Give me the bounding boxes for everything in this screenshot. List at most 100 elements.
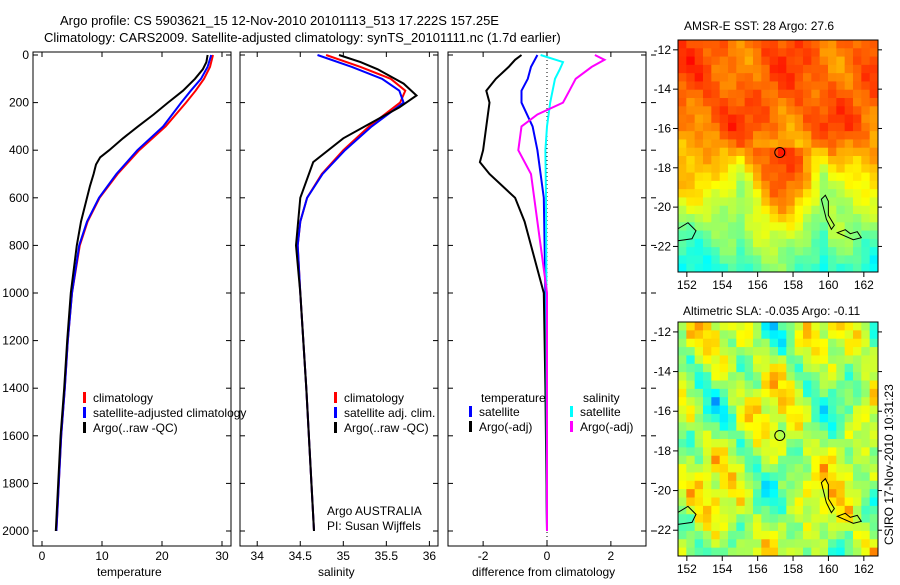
- map-cell: [711, 397, 721, 407]
- map-cell: [711, 372, 721, 381]
- map-cell: [711, 480, 721, 490]
- map-cell: [819, 164, 829, 174]
- map-cell: [794, 214, 804, 223]
- y-tick-label: -12: [654, 43, 672, 57]
- map-cell: [811, 40, 821, 49]
- map-cell: [778, 472, 787, 482]
- map-cell: [819, 372, 829, 381]
- map-cell: [869, 413, 879, 423]
- map-cell: [711, 388, 721, 398]
- map-cell: [753, 189, 762, 198]
- map-cell: [744, 514, 754, 524]
- legend-label: satellite: [580, 405, 621, 419]
- map-cell: [678, 164, 687, 174]
- title-line1: Argo profile: CS 5903621_15 12-Nov-2010 …: [60, 13, 499, 28]
- map-cell: [803, 122, 812, 132]
- map-cell: [794, 388, 804, 398]
- map-cell: [786, 247, 796, 256]
- legend-swatch-cyan: [570, 406, 573, 417]
- map-cell: [803, 98, 812, 107]
- map-cell: [794, 480, 804, 490]
- map-cell: [736, 147, 746, 157]
- map-cell: [828, 164, 837, 174]
- map-cell: [728, 56, 737, 66]
- x-tick-label: 152: [677, 278, 697, 292]
- map-cell: [811, 247, 821, 256]
- map-cell: [769, 439, 779, 448]
- map-cell: [869, 73, 879, 82]
- map-cell: [728, 397, 737, 407]
- map-cell: [803, 547, 812, 557]
- map-cell: [844, 338, 854, 348]
- map-cell: [794, 255, 804, 265]
- map-cell: [819, 497, 829, 507]
- map-cell: [803, 48, 812, 58]
- map-cell: [794, 539, 804, 549]
- map-cell: [686, 197, 696, 207]
- map-cell: [853, 40, 862, 49]
- series-line-red: [296, 54, 407, 532]
- map-cell: [803, 455, 812, 465]
- map-cell: [786, 255, 796, 265]
- map-cell: [869, 263, 879, 273]
- map-cell: [844, 530, 854, 540]
- map-cell: [869, 497, 879, 507]
- map-cell: [753, 106, 762, 116]
- map-cell: [844, 180, 854, 190]
- map-cell: [761, 380, 771, 390]
- map-cell: [744, 464, 754, 473]
- map-cell: [869, 122, 879, 132]
- map-cell: [844, 363, 854, 373]
- map-cell: [703, 322, 712, 331]
- map-cell: [711, 172, 721, 182]
- map-cell: [819, 189, 829, 198]
- map-cell: [736, 380, 746, 390]
- map-cell: [703, 230, 712, 240]
- coastline: [677, 505, 697, 525]
- map-cell: [703, 48, 712, 58]
- map-cell: [736, 214, 746, 223]
- map-cell: [811, 405, 821, 415]
- map-cell: [769, 147, 779, 157]
- map-cell: [778, 73, 787, 82]
- map-cell: [769, 81, 779, 91]
- y-tick-label: -22: [654, 523, 672, 537]
- map-cell: [836, 439, 846, 448]
- map-cell: [678, 547, 687, 557]
- map-cell: [803, 230, 812, 240]
- map-cell: [853, 98, 862, 107]
- map-cell: [811, 64, 821, 74]
- map-cell: [711, 205, 721, 215]
- map-cell: [836, 489, 846, 498]
- map-cell: [711, 122, 721, 132]
- map-cell: [761, 472, 771, 482]
- map-cell: [694, 455, 704, 465]
- map-cell: [728, 447, 737, 457]
- map-cell: [761, 539, 771, 549]
- map-cell: [786, 164, 796, 174]
- map-cell: [728, 263, 737, 273]
- map-cell: [844, 397, 854, 407]
- map-cell: [778, 40, 787, 49]
- map-cell: [844, 131, 854, 140]
- map-frame: [677, 321, 879, 557]
- map-cell: [861, 48, 871, 58]
- map-cell: [728, 322, 737, 331]
- map-cell: [819, 40, 829, 49]
- map-cell: [753, 322, 762, 331]
- map-cell: [719, 514, 729, 524]
- map-cell: [794, 197, 804, 207]
- map-cell: [728, 172, 737, 182]
- map-cell: [769, 131, 779, 140]
- map-cell: [744, 230, 754, 240]
- map-cell: [753, 164, 762, 174]
- legend-label: climatology: [93, 391, 153, 405]
- map-cell: [719, 114, 729, 124]
- map-cell: [686, 147, 696, 157]
- map-cell: [794, 372, 804, 381]
- map-cell: [836, 222, 846, 232]
- map-cell: [778, 81, 787, 91]
- series-line-red: [55, 54, 214, 532]
- map-cell: [703, 489, 712, 498]
- map-cell: [736, 455, 746, 465]
